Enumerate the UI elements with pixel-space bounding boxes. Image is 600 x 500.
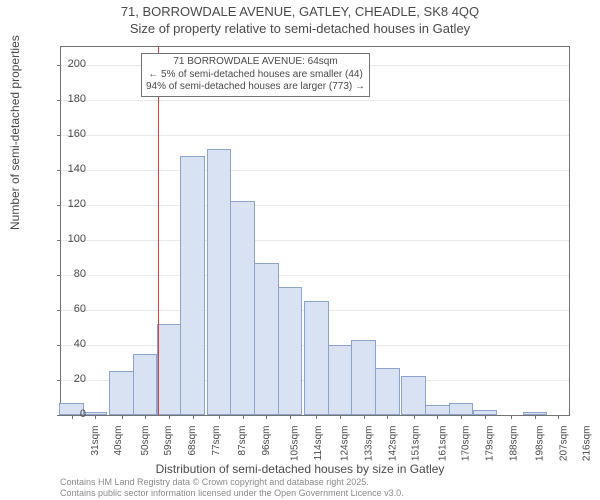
xtick-label: 151sqm [411,426,422,462]
xtick-mark [145,415,146,419]
histogram-bar [180,156,204,415]
xtick-mark [243,415,244,419]
xtick-label: 207sqm [558,426,569,462]
xtick-label: 133sqm [364,426,375,462]
xtick-mark [193,415,194,419]
histogram-bar [109,371,133,415]
ytick-label: 80 [56,268,86,280]
ytick-label: 160 [56,128,86,140]
grid-line [61,205,569,206]
xtick-label: 77sqm [211,426,222,456]
footer-line-1: Contains HM Land Registry data © Crown c… [60,477,404,487]
ytick-label: 200 [56,58,86,70]
histogram-bar [304,301,328,415]
xtick-label: 188sqm [508,426,519,462]
xtick-mark [535,415,536,419]
xtick-mark [169,415,170,419]
xtick-mark [266,415,267,419]
xtick-mark [485,415,486,419]
chart-title-block: 71, BORROWDALE AVENUE, GATLEY, CHEADLE, … [0,0,600,38]
histogram-bar [351,340,375,415]
histogram-bar [207,149,231,415]
xtick-label: 170sqm [461,426,472,462]
xtick-mark [219,415,220,419]
xtick-mark [414,415,415,419]
xtick-label: 87sqm [237,426,248,456]
annotation-line-1: 71 BORROWDALE AVENUE: 64sqm [146,56,365,69]
xtick-mark [437,415,438,419]
ytick-label: 60 [56,303,86,315]
xtick-mark [461,415,462,419]
xtick-label: 114sqm [313,426,324,461]
xtick-mark [364,415,365,419]
xtick-label: 179sqm [485,426,496,462]
histogram-bar [425,405,449,416]
histogram-bar [157,324,181,415]
histogram-bar [328,345,352,415]
y-axis-label: Number of semi-detached properties [8,35,22,230]
xtick-mark [316,415,317,419]
xtick-label: 124sqm [340,426,351,462]
histogram-bar [375,368,399,415]
xtick-mark [290,415,291,419]
xtick-label: 40sqm [113,426,124,456]
grid-line [61,275,569,276]
ytick-label: 40 [56,338,86,350]
histogram-bar [254,263,278,415]
annotation-line-2: ← 5% of semi-detached houses are smaller… [146,69,365,82]
histogram-bar [278,287,302,415]
xtick-label: 50sqm [140,426,151,456]
ytick-label: 180 [56,93,86,105]
ytick-label: 20 [56,373,86,385]
histogram-chart: 71 BORROWDALE AVENUE: 64sqm ← 5% of semi… [60,46,570,416]
histogram-bar [401,376,425,415]
ytick-label: 0 [56,408,86,420]
ytick-label: 100 [56,233,86,245]
xtick-label: 216sqm [582,426,593,462]
x-axis-label: Distribution of semi-detached houses by … [0,462,600,476]
xtick-mark [387,415,388,419]
histogram-bar [133,354,157,415]
title-line-2: Size of property relative to semi-detach… [0,21,600,38]
marker-line [158,47,159,415]
xtick-label: 161sqm [437,426,448,462]
xtick-label: 105sqm [290,426,301,462]
grid-line [61,170,569,171]
xtick-mark [340,415,341,419]
annotation-line-3: 94% of semi-detached houses are larger (… [146,81,365,94]
xtick-label: 142sqm [387,426,398,462]
xtick-label: 68sqm [187,426,198,456]
grid-line [61,240,569,241]
footer-line-2: Contains public sector information licen… [60,488,404,498]
xtick-mark [511,415,512,419]
footer-attribution: Contains HM Land Registry data © Crown c… [60,477,404,498]
xtick-label: 96sqm [261,426,272,456]
xtick-label: 31sqm [90,426,101,456]
xtick-mark [122,415,123,419]
grid-line [61,135,569,136]
xtick-mark [558,415,559,419]
ytick-label: 140 [56,163,86,175]
histogram-bar [230,201,254,415]
grid-line [61,100,569,101]
xtick-label: 198sqm [535,426,546,462]
xtick-mark [95,415,96,419]
histogram-bar [449,403,473,415]
marker-annotation: 71 BORROWDALE AVENUE: 64sqm ← 5% of semi… [141,53,370,97]
title-line-1: 71, BORROWDALE AVENUE, GATLEY, CHEADLE, … [0,4,600,21]
ytick-label: 120 [56,198,86,210]
xtick-label: 59sqm [163,426,174,456]
